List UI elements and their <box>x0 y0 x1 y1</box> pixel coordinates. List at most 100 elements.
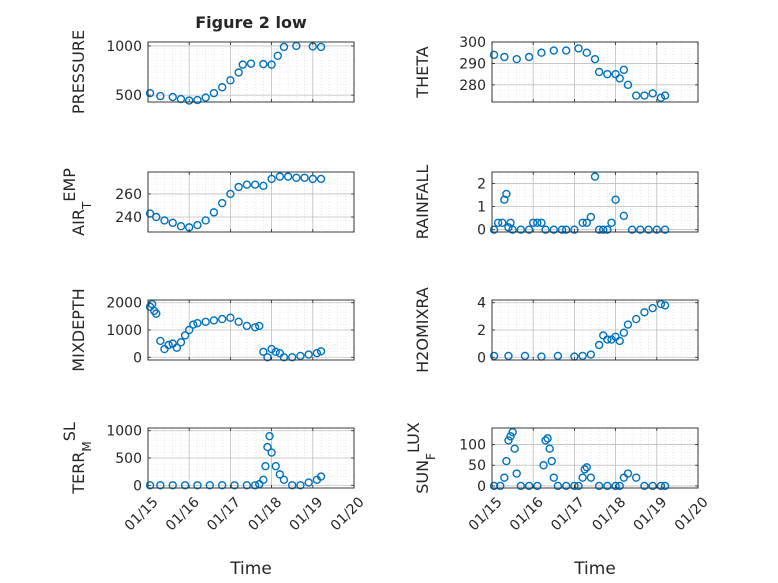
x-tick-label: 01/17 <box>548 494 588 534</box>
y-tick-label: 1000 <box>106 424 142 440</box>
x-tick-label: 01/19 <box>631 494 671 534</box>
data-point <box>246 59 256 68</box>
data-point <box>217 83 227 92</box>
y-tick-label: 2 <box>477 177 486 193</box>
data-point <box>205 481 215 490</box>
axes-box <box>491 41 699 103</box>
data-point <box>660 225 670 234</box>
data-point <box>623 320 633 329</box>
data-point <box>506 432 515 441</box>
axes-box <box>491 427 699 489</box>
data-point <box>193 95 202 105</box>
y-tick-label: 280 <box>459 78 486 94</box>
data-point <box>586 473 596 482</box>
data-point <box>607 218 616 227</box>
data-point <box>603 69 612 79</box>
y-tick-label: 2 <box>477 323 486 339</box>
data-point <box>209 88 219 98</box>
data-point <box>316 174 326 184</box>
data-point <box>640 481 649 491</box>
y-tick-label: 4 <box>477 296 486 312</box>
data-point <box>500 473 509 482</box>
data-point <box>524 52 534 62</box>
data-point <box>275 470 285 479</box>
panel-theta: 280 290 300 THETA <box>413 35 699 103</box>
data-point <box>275 172 285 181</box>
data-point <box>316 42 326 52</box>
data-point <box>561 46 571 55</box>
data-point <box>504 351 513 361</box>
data-point <box>263 353 272 362</box>
data-point <box>632 91 641 100</box>
data-point <box>623 80 633 90</box>
data-point <box>279 475 289 485</box>
data-point <box>632 314 641 324</box>
data-point <box>489 225 499 234</box>
data-point <box>172 343 182 352</box>
data-point <box>619 65 629 75</box>
data-point <box>574 481 583 491</box>
data-point <box>578 473 587 482</box>
y-tick-label: 1000 <box>106 39 142 55</box>
data-point <box>209 316 219 325</box>
panel-sunflux: 0 50 100 01/15 01/16 01/17 01/18 01/19 01/20 SUNF… <box>404 422 712 534</box>
data-point <box>539 461 548 470</box>
y-axis-label: SUNFLUX <box>404 422 439 494</box>
data-point <box>586 212 596 222</box>
axes-box <box>491 171 699 233</box>
data-point <box>296 481 305 490</box>
data-point <box>561 481 571 491</box>
data-point <box>656 93 666 102</box>
data-point <box>489 351 499 361</box>
data-point <box>226 313 235 322</box>
y-axis-label: H2OMIXRA <box>413 287 432 373</box>
panel-airtemp: 240 260 AIRTEMP <box>60 168 355 236</box>
y-axis-label: TERRMSL <box>60 422 95 495</box>
data-point <box>304 350 313 359</box>
data-point <box>516 225 526 234</box>
data-point <box>209 208 219 217</box>
data-point <box>250 481 260 490</box>
data-point <box>180 481 190 490</box>
x-tick-label: 01/18 <box>589 494 629 534</box>
y-axis-label: MIXDEPTH <box>69 288 88 371</box>
data-point <box>193 318 202 328</box>
y-tick-label: 50 <box>468 458 486 474</box>
data-point <box>615 74 624 83</box>
data-point <box>283 172 293 181</box>
data-point <box>265 431 274 441</box>
data-point <box>510 444 519 453</box>
data-point <box>512 469 521 478</box>
data-point <box>541 225 550 234</box>
data-point <box>549 473 558 482</box>
figure-title: Figure 2 low <box>195 13 307 32</box>
data-point <box>193 220 202 230</box>
data-point <box>226 76 235 85</box>
data-point <box>271 461 280 471</box>
y-tick-label: 2000 <box>106 296 142 312</box>
axes-box <box>147 41 355 103</box>
data-point <box>570 225 579 234</box>
x-tick-label: 01/16 <box>507 494 547 534</box>
panel-terrmsl: 0 500 1000 01/15 01/16 01/17 01/18 01/19 01/20 TE… <box>60 422 368 534</box>
data-point <box>549 46 558 55</box>
y-tick-label: 0 <box>477 350 486 366</box>
data-point <box>500 52 509 62</box>
data-point <box>498 218 507 227</box>
data-point <box>504 436 513 445</box>
data-point <box>160 216 169 225</box>
data-point <box>594 225 604 234</box>
data-point <box>176 94 186 104</box>
panel-rainfall: 0 1 2 RAINFALL <box>413 165 699 240</box>
data-point <box>619 328 629 337</box>
y-axis-label: RAINFALL <box>413 165 432 240</box>
panel-h2omixra: 0 2 4 H2OMIXRA <box>413 287 699 373</box>
data-point <box>547 456 556 466</box>
x-tick-label: 01/17 <box>204 494 244 534</box>
data-point <box>615 481 624 491</box>
data-point <box>508 427 517 437</box>
data-point <box>259 475 268 485</box>
data-point <box>164 340 173 350</box>
y-axis-label: AIRTEMP <box>60 168 95 236</box>
